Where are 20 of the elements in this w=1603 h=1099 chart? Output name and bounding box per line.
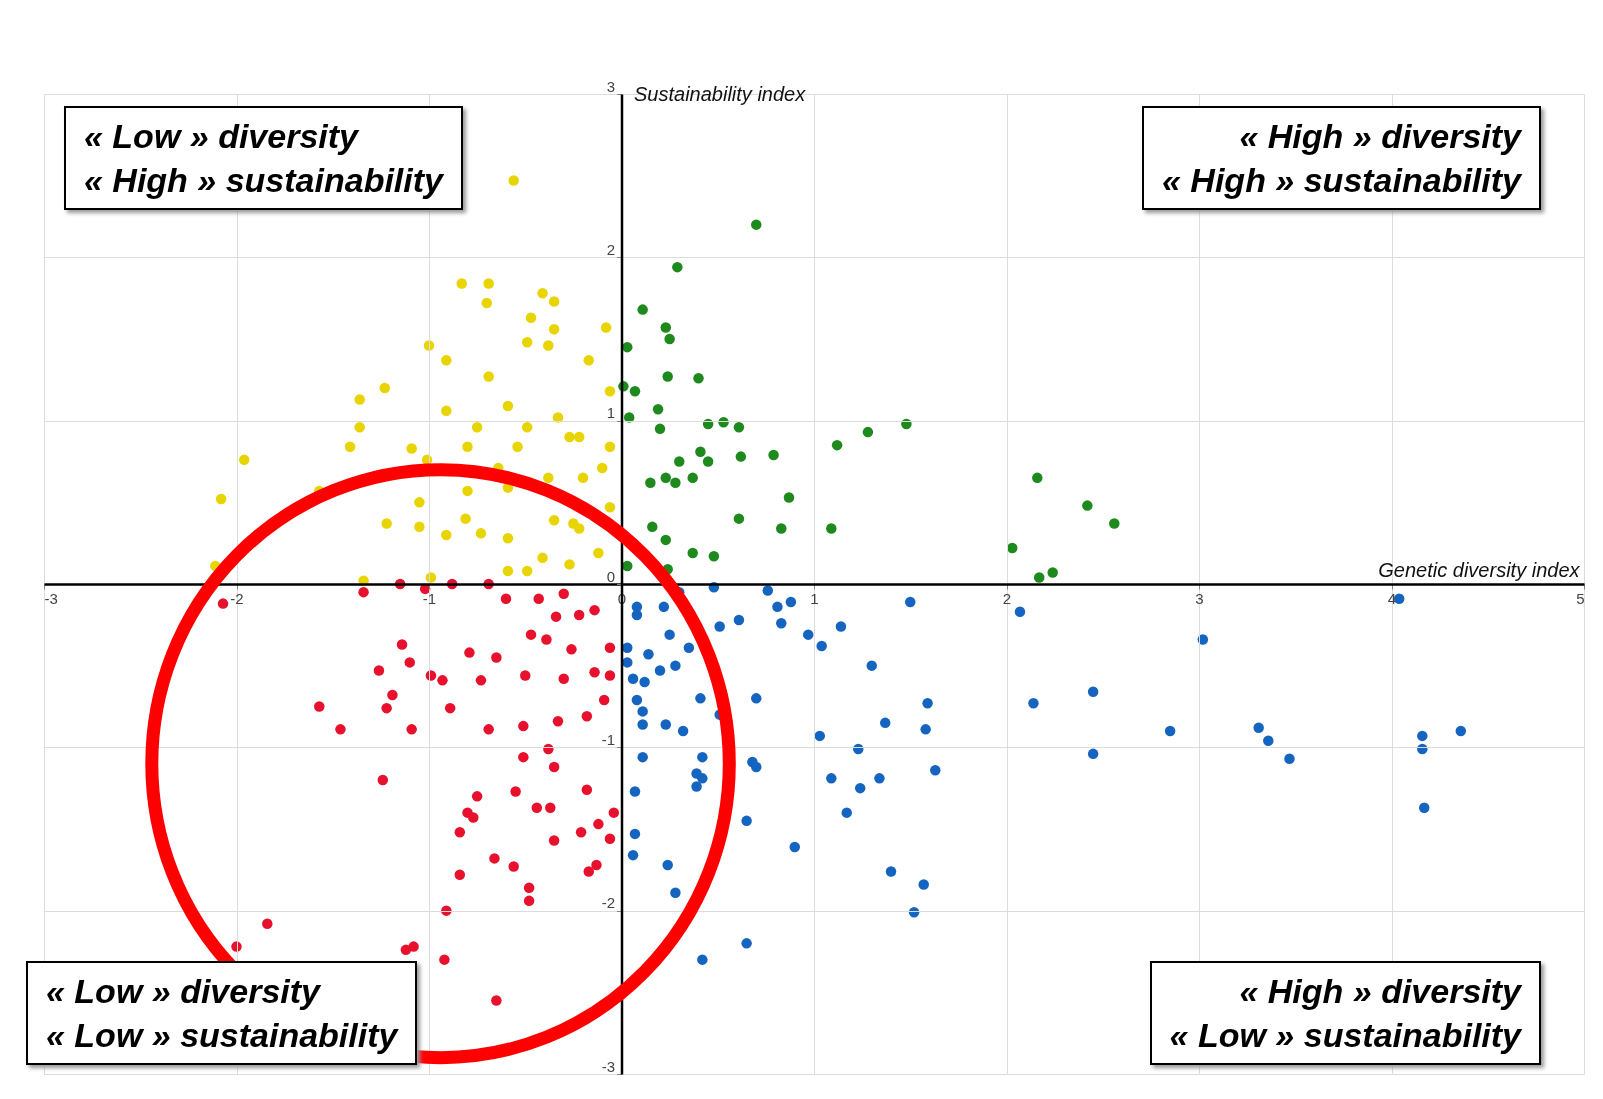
- annotation: « Low » diversity « High » sustainability: [64, 106, 463, 210]
- annotation: « High » diversity « Low » sustainability: [1149, 961, 1541, 1065]
- x-axis-title: Genetic diversity index: [1378, 558, 1581, 581]
- x-tick-label: -3: [44, 589, 58, 607]
- y-tick-label: -2: [601, 894, 615, 912]
- y-tick-label: 2: [606, 240, 615, 258]
- x-tick-label: 2: [1002, 589, 1012, 607]
- annotation: « Low » diversity « Low » sustainability: [26, 961, 418, 1065]
- x-tick-label: 3: [1195, 589, 1204, 607]
- y-tick-label: 1: [606, 404, 615, 422]
- y-tick-label: 0: [606, 567, 615, 585]
- x-tick-label: 5: [1576, 589, 1585, 607]
- x-tick-label: -2: [230, 589, 244, 607]
- x-tick-label: -1: [422, 589, 437, 607]
- annotation: « High » diversity « High » sustainability: [1142, 106, 1541, 210]
- y-axis-title: Sustainability index: [634, 82, 807, 105]
- y-tick-label: -1: [601, 730, 615, 748]
- x-tick-label: 1: [810, 589, 819, 607]
- y-tick-label: 3: [606, 77, 615, 95]
- y-tick-label: -3: [601, 1057, 615, 1075]
